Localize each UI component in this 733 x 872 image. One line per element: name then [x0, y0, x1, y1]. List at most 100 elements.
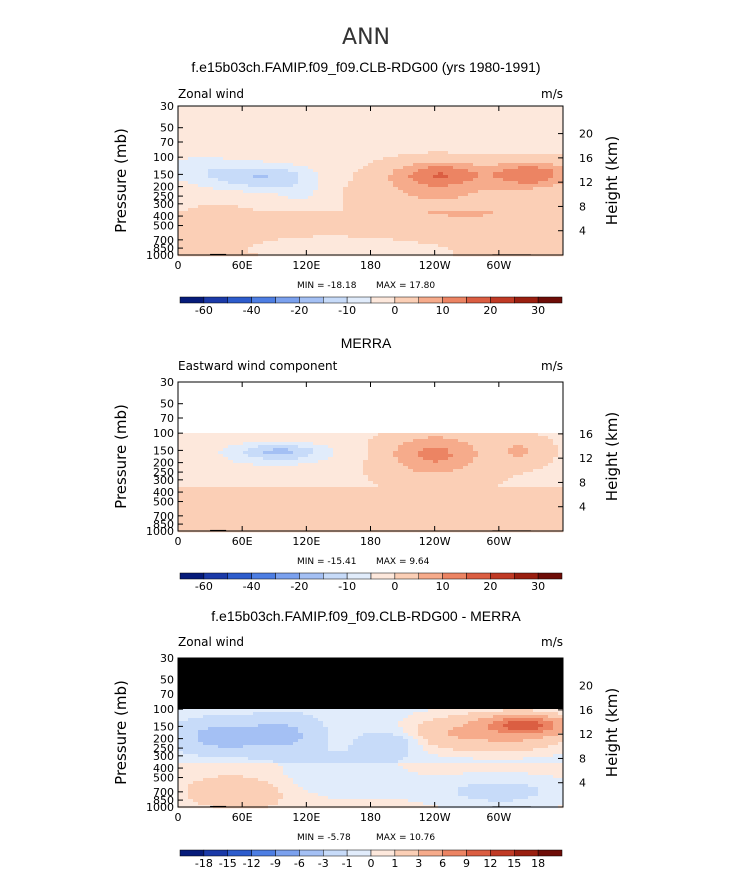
contour-cell	[538, 145, 544, 149]
panel-1: f.e15b03ch.FAMIP.f09_f09.CLB-RDG00 (yrs …	[112, 59, 621, 317]
contour-cell	[198, 133, 204, 137]
contour-cell	[483, 118, 489, 122]
contour-cell	[348, 226, 354, 230]
contour-cell	[468, 397, 474, 401]
contour-cell	[343, 196, 349, 200]
contour-cell	[558, 115, 564, 119]
contour-cell	[528, 181, 534, 185]
contour-cell	[453, 130, 459, 134]
contour-cell	[503, 409, 509, 413]
contour-cell	[258, 385, 264, 389]
contour-cell	[523, 238, 529, 242]
contour-cell	[383, 415, 389, 419]
contour-cell	[218, 385, 224, 389]
contour-cell	[188, 202, 194, 206]
contour-cell	[513, 217, 519, 221]
contour-cell	[183, 157, 189, 161]
contour-cell	[328, 193, 334, 197]
contour-cell	[328, 181, 334, 185]
contour-cell	[278, 415, 284, 419]
contour-cell	[523, 157, 529, 161]
contour-cell	[383, 223, 389, 227]
contour-cell	[243, 136, 249, 140]
contour-cell	[303, 391, 309, 395]
contour-cell	[558, 175, 564, 179]
contour-cell	[393, 406, 399, 410]
contour-cell	[248, 190, 254, 194]
contour-cell	[333, 247, 339, 251]
contour-cell	[353, 409, 359, 413]
contour-cell	[343, 397, 349, 401]
contour-cell	[198, 127, 204, 131]
contour-cell	[248, 226, 254, 230]
contour-cell	[198, 121, 204, 125]
contour-cell	[453, 190, 459, 194]
contour-cell	[328, 109, 334, 113]
contour-cell	[483, 130, 489, 134]
contour-cell	[398, 106, 404, 110]
contour-cell	[528, 133, 534, 137]
contour-cell	[483, 235, 489, 239]
contour-cell	[213, 409, 219, 413]
contour-cell	[463, 244, 469, 248]
contour-cell	[468, 385, 474, 389]
contour-cell	[398, 394, 404, 398]
contour-cell	[508, 382, 514, 386]
contour-cell	[213, 214, 219, 218]
contour-cell	[468, 247, 474, 251]
contour-cell	[378, 196, 384, 200]
contour-cell	[328, 148, 334, 152]
contour-cell	[493, 172, 499, 176]
contour-cell	[193, 415, 199, 419]
contour-cell	[338, 172, 344, 176]
contour-cell	[383, 409, 389, 413]
contour-cell	[498, 409, 504, 413]
contour-cell	[548, 148, 554, 152]
contour-cell	[253, 166, 259, 170]
contour-cell	[433, 154, 439, 158]
contour-cell	[308, 235, 314, 239]
contour-cell	[428, 193, 434, 197]
contour-cell	[393, 121, 399, 125]
contour-cell	[438, 160, 444, 164]
contour-cell	[233, 415, 239, 419]
contour-cell	[423, 133, 429, 137]
contour-cell	[368, 415, 374, 419]
contour-cell	[373, 244, 379, 248]
contour-cell	[363, 394, 369, 398]
contour-cell	[238, 118, 244, 122]
contour-cell	[393, 382, 399, 386]
contour-cell	[428, 244, 434, 248]
contour-cell	[393, 112, 399, 116]
contour-cell	[418, 397, 424, 401]
contour-cell	[308, 403, 314, 407]
contour-cell	[258, 190, 264, 194]
contour-cell	[363, 142, 369, 146]
contour-cell	[483, 142, 489, 146]
contour-cell	[488, 385, 494, 389]
y-tick-label: 70	[160, 136, 174, 149]
contour-cell	[508, 133, 514, 137]
contour-cell	[308, 157, 314, 161]
contour-cell	[223, 172, 229, 176]
contour-cell	[458, 244, 464, 248]
contour-cell	[293, 421, 299, 425]
contour-cell	[503, 238, 509, 242]
colorbar-label: -10	[338, 304, 356, 317]
contour-cell	[313, 202, 319, 206]
contour-cell	[378, 388, 384, 392]
contour-cell	[218, 169, 224, 173]
contour-cell	[358, 199, 364, 203]
contour-cell	[518, 145, 524, 149]
contour-cell	[458, 154, 464, 158]
contour-cell	[238, 202, 244, 206]
contour-cell	[548, 238, 554, 242]
contour-cell	[428, 127, 434, 131]
contour-cell	[408, 139, 414, 143]
contour-cell	[278, 199, 284, 203]
contour-cell	[253, 415, 259, 419]
contour-cell	[448, 133, 454, 137]
contour-cell	[528, 382, 534, 386]
contour-cell	[533, 124, 539, 128]
colorbar-label: 0	[391, 304, 398, 317]
